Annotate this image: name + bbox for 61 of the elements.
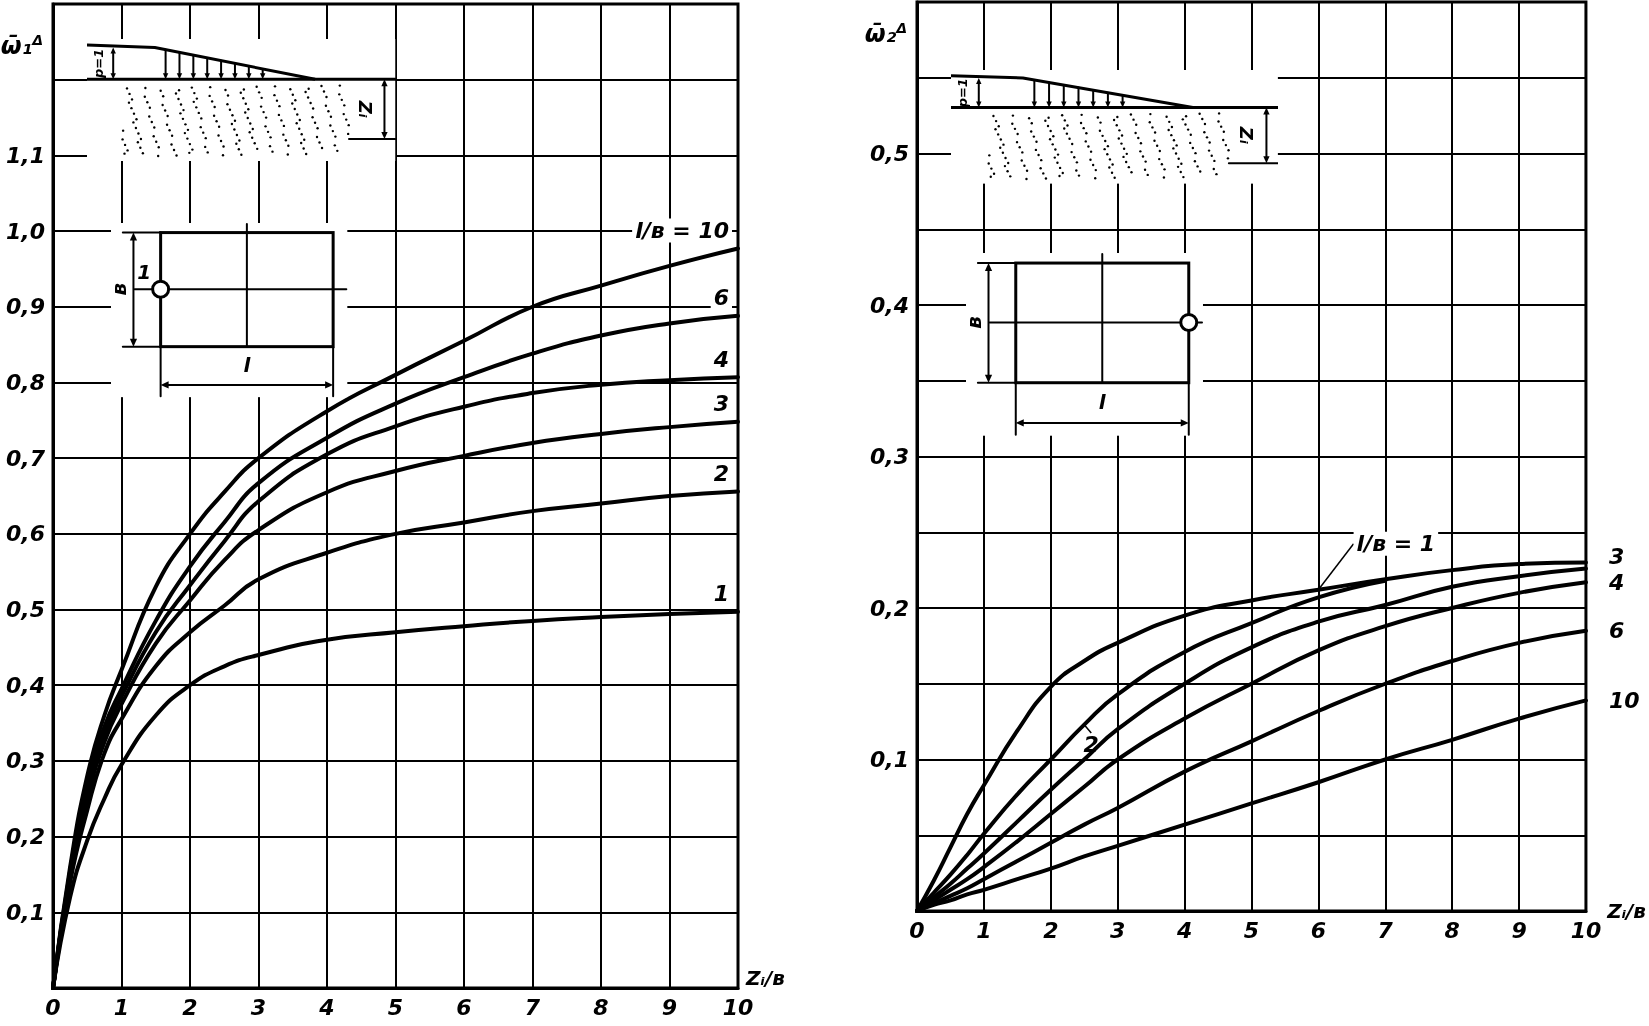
x-tick-label: 1 [113,994,130,1020]
series-label: 3 [713,391,729,417]
y-tick-label: 0,7 [6,445,46,471]
y-tick-label: 0,3 [870,444,909,469]
x-tick-label: 5 [1243,917,1260,943]
y-tick-label: 0,5 [870,141,909,166]
y-tick-label: 0,1 [6,899,45,925]
y-tick-label: 0,1 [870,747,909,772]
series-label: 4 [1608,569,1625,595]
y-tick-label: 0,4 [870,292,909,318]
x-tick-label: 3 [1110,917,1126,943]
y-tick-label: 1,0 [6,218,45,244]
x-tick-label: 10 [1570,917,1602,943]
x-tick-label: 10 [722,994,754,1020]
y-tick-label: 0,5 [6,597,45,623]
x-axis-title: Zᵢ/в [745,966,785,990]
x-tick-label: 7 [524,994,541,1020]
y-axis-title: ω̄₂$^{Δ}$ [864,19,907,48]
series-label: l/в = 10 [635,217,729,243]
series-label: 2 [713,460,729,486]
x-tick-label: 5 [387,994,404,1020]
x-tick-label: 8 [1444,917,1460,943]
x-tick-label: 2 [1043,917,1059,943]
annotation: Zᵢ [1236,126,1258,145]
y-tick-label: 1,1 [6,142,45,168]
x-tick-label: 9 [661,994,678,1020]
x-tick-label: 3 [250,994,267,1020]
y-axis-title: ω̄₁$^{Δ}$ [0,31,43,60]
annotation: 1 [713,581,729,607]
series-label: 4 [712,346,729,372]
series-label: 3 [1609,543,1625,569]
foundation-plan-diagram: в l [966,252,1203,436]
series-label: 6 [1609,618,1625,644]
x-tick-label: 6 [1310,917,1327,943]
annotation: p=1 [90,49,106,80]
series-label: 10 [1609,687,1640,713]
x-tick-label: 4 [318,994,335,1020]
series-label: 6 [713,285,729,311]
annotation: l [1098,389,1107,414]
y-tick-label: 0,2 [870,595,909,621]
annotation: l [243,353,252,378]
legend-label: 1 [137,260,152,285]
series-label: l/в = 1 [1356,531,1436,557]
x-tick-label: 4 [1175,917,1193,943]
annotation: Zᵢ [355,100,377,119]
x-tick-label: 8 [593,994,609,1020]
x-tick-label: 0 [45,994,61,1020]
x-tick-label: 6 [456,994,472,1020]
y-tick-label: 0,2 [6,824,45,850]
y-tick-label: 0,8 [6,369,45,395]
x-tick-label: 1 [976,917,992,943]
x-tick-label: 0 [909,917,925,943]
annotation: в [107,283,132,296]
x-tick-label: 7 [1377,917,1394,943]
y-tick-label: 0,6 [6,521,45,547]
x-tick-label: 9 [1511,917,1527,943]
x-axis-title: Zᵢ/в [1606,899,1647,923]
y-tick-label: 0,3 [6,748,45,774]
y-tick-label: 0,9 [6,294,45,320]
y-tick-label: 0,4 [6,672,45,698]
x-tick-label: 2 [182,994,198,1020]
